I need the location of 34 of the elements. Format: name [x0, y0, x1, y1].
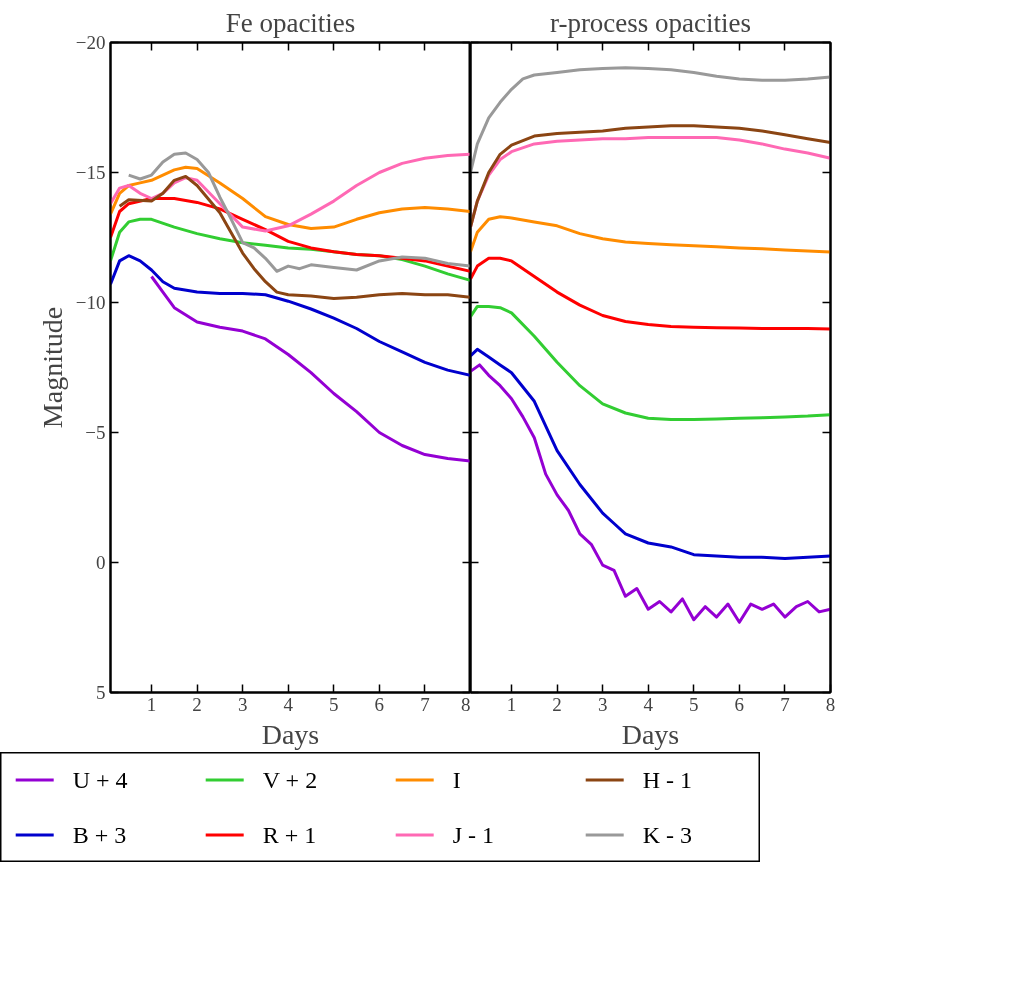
x-tick-label: 6: [374, 693, 385, 715]
legend-label: I: [452, 767, 461, 793]
legend-label: J - 1: [452, 822, 495, 848]
x-axis-title: Days: [261, 718, 320, 750]
x-tick-label: 2: [192, 693, 202, 715]
x-tick-label: 5: [329, 693, 339, 715]
x-tick-label: 3: [237, 693, 248, 715]
x-tick-label: 3: [597, 693, 608, 715]
x-tick-label: 1: [506, 693, 517, 715]
x-tick-label: 5: [689, 693, 699, 715]
x-tick-label: 7: [780, 693, 790, 715]
legend-label: R + 1: [262, 822, 317, 848]
x-tick-label: 8: [461, 693, 471, 715]
y-axis-title: Magnitude: [36, 306, 68, 429]
x-tick-label: 7: [420, 693, 430, 715]
x-tick-label: 8: [825, 693, 836, 715]
legend-label: K - 3: [642, 822, 693, 848]
legend-label: H - 1: [642, 767, 693, 793]
y-tick-label: −15: [75, 162, 106, 183]
y-tick-label: −10: [75, 292, 106, 313]
x-axis-title: Days: [621, 718, 680, 750]
y-tick-label: −5: [85, 422, 106, 443]
x-tick-label: 1: [146, 693, 157, 715]
chart-title: Fe opacities: [225, 7, 356, 38]
x-tick-label: 4: [643, 693, 654, 715]
y-tick-label: −20: [75, 32, 106, 53]
x-tick-label: 2: [552, 693, 562, 715]
y-tick-label: 0: [96, 552, 106, 573]
x-tick-label: 6: [734, 693, 745, 715]
chart-title: r-process opacities: [549, 7, 752, 38]
x-tick-label: 4: [283, 693, 294, 715]
legend-label: B + 3: [72, 822, 127, 848]
legend-label: V + 2: [262, 767, 318, 793]
legend-label: U + 4: [72, 767, 128, 793]
